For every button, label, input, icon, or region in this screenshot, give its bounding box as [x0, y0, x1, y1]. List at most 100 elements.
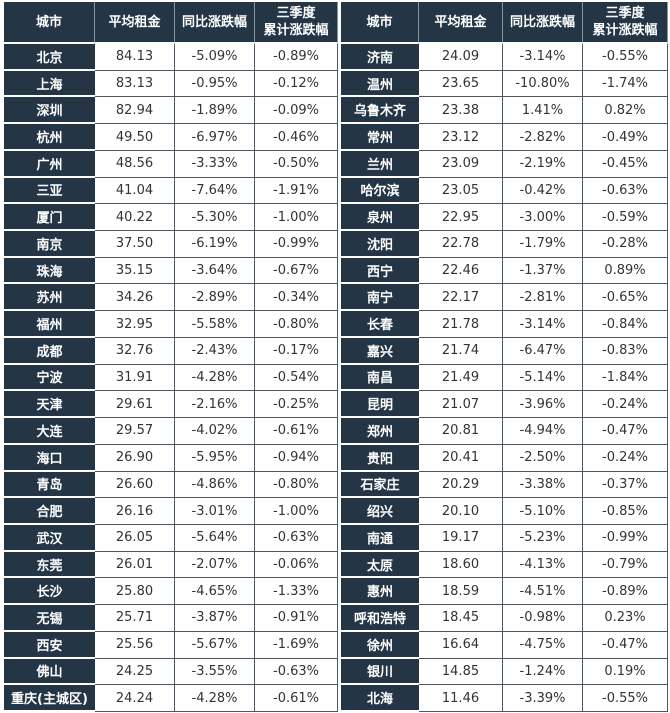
- q3-cumulative-change: -1.33%: [255, 578, 338, 606]
- avg-rent: 25.80: [95, 578, 175, 606]
- city-name: 嘉兴: [341, 337, 419, 365]
- q3-cumulative-change: -0.79%: [583, 551, 668, 579]
- yoy-change: 1.41%: [503, 97, 583, 125]
- q3-cumulative-change: -0.50%: [255, 150, 338, 178]
- q3-cumulative-change: -0.59%: [583, 204, 668, 232]
- q3-cumulative-change: -0.89%: [583, 578, 668, 606]
- city-name: 温州: [341, 70, 419, 98]
- header-label: 三季度: [276, 6, 316, 21]
- yoy-change: -5.10%: [503, 498, 583, 525]
- yoy-change: -7.64%: [175, 177, 255, 205]
- avg-rent: 49.50: [95, 124, 175, 151]
- header-label: 平均租金: [434, 14, 487, 30]
- q3-cumulative-change: -0.89%: [255, 44, 338, 71]
- q3-cumulative-change: -0.46%: [255, 124, 338, 151]
- q3-cumulative-change: -0.84%: [583, 311, 668, 338]
- header-label: 城市: [35, 14, 62, 30]
- city-name: 深圳: [4, 97, 95, 125]
- avg-rent: 24.24: [95, 685, 175, 712]
- city-name: 惠州: [341, 578, 419, 606]
- avg-rent: 21.74: [419, 337, 503, 365]
- yoy-change: -3.39%: [503, 685, 583, 712]
- city-name: 长春: [341, 311, 419, 338]
- yoy-change: -3.01%: [175, 498, 255, 525]
- yoy-change: -1.37%: [503, 257, 583, 285]
- yoy-change: -4.51%: [503, 578, 583, 606]
- city-name: 呼和浩特: [341, 605, 419, 632]
- q3-cumulative-change: -0.47%: [583, 418, 668, 445]
- avg-rent: 31.91: [95, 364, 175, 392]
- q3-cumulative-change: -0.37%: [583, 471, 668, 499]
- yoy-change: -3.00%: [503, 204, 583, 232]
- yoy-change: -2.82%: [503, 124, 583, 151]
- yoy-change: -1.89%: [175, 97, 255, 125]
- avg-rent: 18.59: [419, 578, 503, 606]
- yoy-change: -4.28%: [175, 364, 255, 392]
- yoy-change: -1.79%: [503, 231, 583, 258]
- yoy-change: -4.02%: [175, 418, 255, 445]
- avg-rent: 20.10: [419, 498, 503, 525]
- avg-rent-header: 平均租金: [95, 2, 175, 44]
- q3-cumulative-change: -1.91%: [255, 177, 338, 205]
- avg-rent: 23.65: [419, 70, 503, 98]
- yoy-change: -4.13%: [503, 551, 583, 579]
- header-label: 累计涨跌幅: [592, 23, 658, 38]
- avg-rent-header: 平均租金: [419, 2, 503, 44]
- q3-cumulative-header: 三季度 累计涨跌幅: [583, 2, 668, 44]
- q3-cumulative-change: -0.45%: [583, 150, 668, 178]
- yoy-change: -5.09%: [175, 44, 255, 71]
- avg-rent: 22.95: [419, 204, 503, 232]
- rent-table-right: 城市 平均租金 同比涨跌幅 三季度 累计涨跌幅 济南 24.09 -3.14% -0.55% 温州…: [341, 2, 668, 712]
- city-name: 福州: [4, 311, 95, 338]
- q3-cumulative-change: -1.69%: [255, 631, 338, 659]
- city-name: 无锡: [4, 605, 95, 632]
- avg-rent: 23.09: [419, 150, 503, 178]
- avg-rent: 22.78: [419, 231, 503, 258]
- yoy-change: -5.58%: [175, 311, 255, 338]
- q3-cumulative-change: 0.89%: [583, 257, 668, 285]
- q3-cumulative-header: 三季度 累计涨跌幅: [255, 2, 338, 44]
- header-label: 同比涨跌幅: [181, 14, 247, 30]
- avg-rent: 24.09: [419, 44, 503, 71]
- yoy-change: -3.14%: [503, 311, 583, 338]
- q3-cumulative-change: -0.99%: [255, 231, 338, 258]
- city-name: 东莞: [4, 551, 95, 579]
- yoy-change: -10.80%: [503, 70, 583, 98]
- avg-rent: 14.85: [419, 658, 503, 686]
- yoy-change: -2.43%: [175, 337, 255, 365]
- city-name: 佛山: [4, 658, 95, 686]
- avg-rent: 24.25: [95, 658, 175, 686]
- city-name: 太原: [341, 551, 419, 579]
- avg-rent: 41.04: [95, 177, 175, 205]
- avg-rent: 40.22: [95, 204, 175, 232]
- city-name: 武汉: [4, 524, 95, 552]
- yoy-change: -6.47%: [503, 337, 583, 365]
- yoy-change: -5.14%: [503, 364, 583, 392]
- q3-cumulative-change: -0.80%: [255, 471, 338, 499]
- yoy-change: -4.65%: [175, 578, 255, 606]
- city-name: 青岛: [4, 471, 95, 499]
- yoy-change: -3.87%: [175, 605, 255, 632]
- city-name: 海口: [4, 444, 95, 472]
- city-name: 珠海: [4, 257, 95, 285]
- avg-rent: 22.17: [419, 284, 503, 312]
- rent-table-container: 城市 平均租金 同比涨跌幅 三季度 累计涨跌幅 北京 84.13 -5.09% -0.89% 上海…: [4, 2, 668, 712]
- avg-rent: 26.01: [95, 551, 175, 579]
- q3-cumulative-change: 0.82%: [583, 97, 668, 125]
- avg-rent: 11.46: [419, 685, 503, 712]
- q3-cumulative-change: 0.23%: [583, 605, 668, 632]
- q3-cumulative-change: -1.00%: [255, 204, 338, 232]
- yoy-change: -3.33%: [175, 150, 255, 178]
- yoy-change: -2.19%: [503, 150, 583, 178]
- city-name: 郑州: [341, 418, 419, 445]
- avg-rent: 21.49: [419, 364, 503, 392]
- avg-rent: 19.17: [419, 524, 503, 552]
- avg-rent: 20.29: [419, 471, 503, 499]
- yoy-change: -2.81%: [503, 284, 583, 312]
- yoy-change: -5.95%: [175, 444, 255, 472]
- avg-rent: 20.81: [419, 418, 503, 445]
- q3-cumulative-change: -1.74%: [583, 70, 668, 98]
- q3-cumulative-change: -0.94%: [255, 444, 338, 472]
- city-name: 大连: [4, 418, 95, 445]
- q3-cumulative-change: -0.55%: [583, 44, 668, 71]
